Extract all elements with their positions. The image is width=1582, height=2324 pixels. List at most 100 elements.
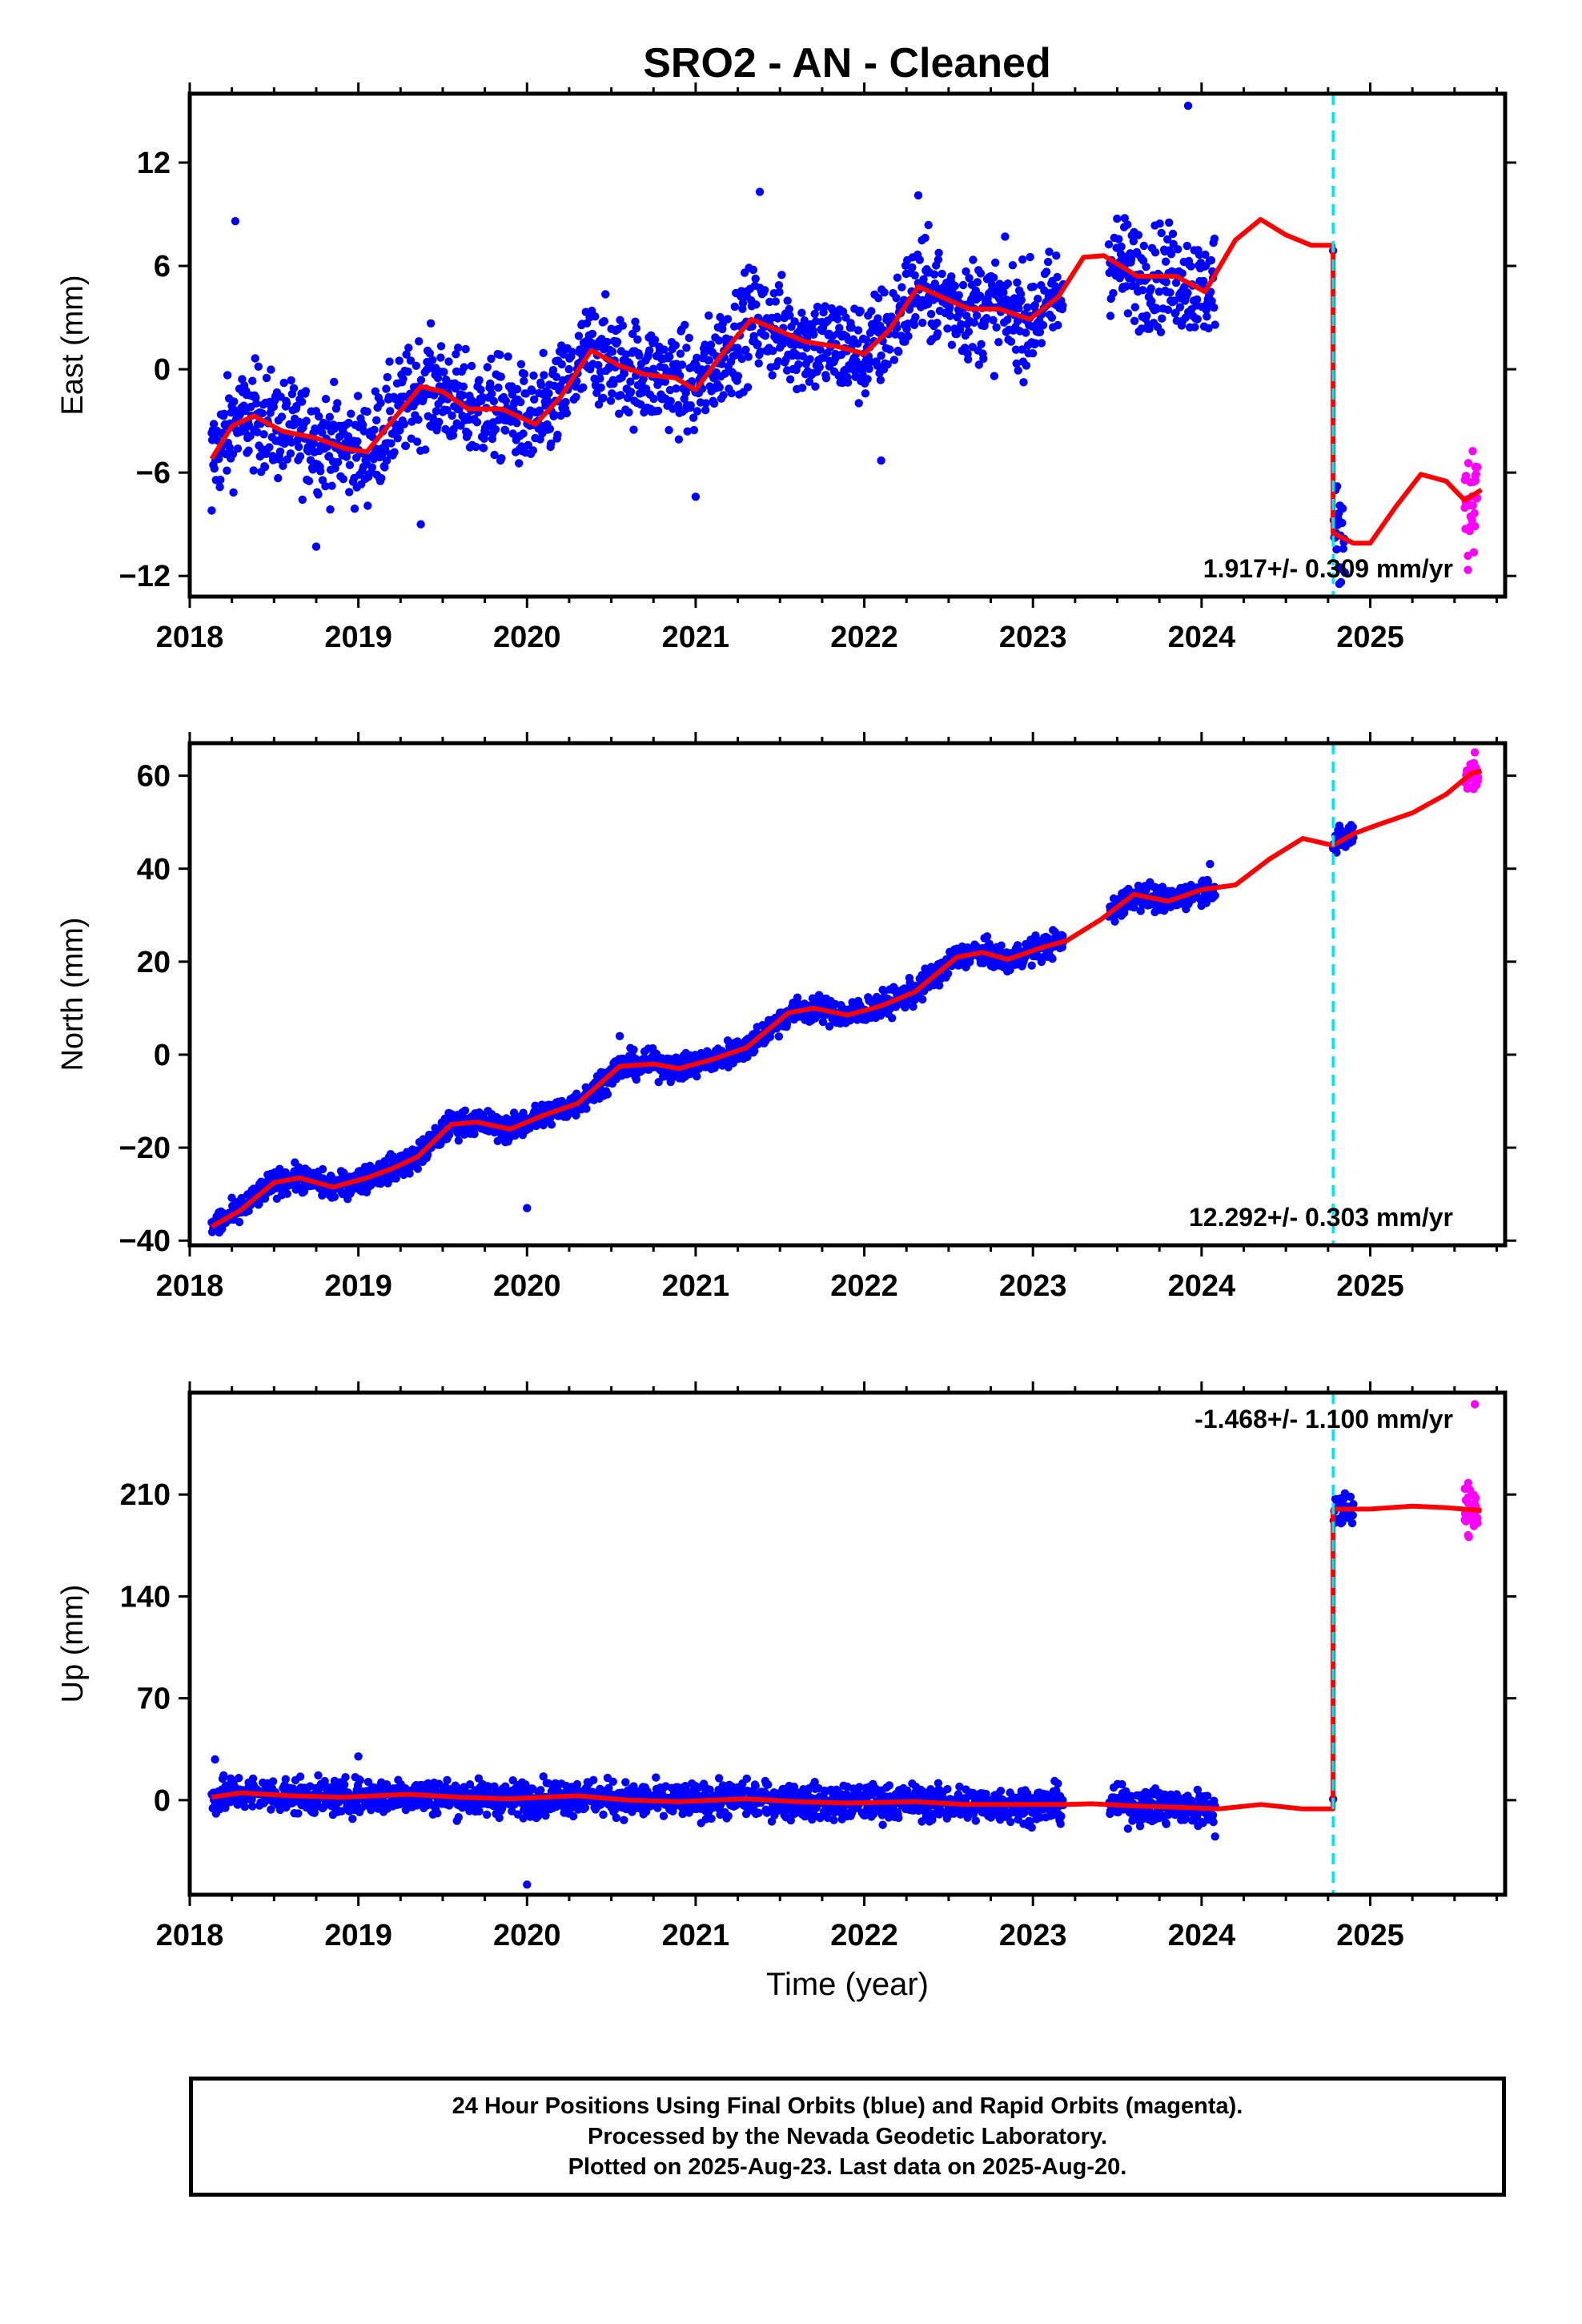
final-orbit-point <box>635 351 644 360</box>
final-orbit-point <box>1122 282 1131 291</box>
final-orbit-point <box>299 1187 309 1196</box>
final-orbit-point <box>933 319 942 328</box>
final-orbit-point <box>1058 301 1067 310</box>
panel-east: 2018 2019 2020 2021 2022 2023 2024 2025−12−6061… <box>56 82 1516 654</box>
final-orbit-point <box>443 406 452 415</box>
final-orbit-point <box>216 475 225 485</box>
final-orbit-point <box>714 336 724 345</box>
final-orbit-point <box>412 437 422 446</box>
final-orbit-point <box>909 1002 917 1011</box>
final-orbit-point <box>973 278 982 287</box>
final-orbit-point <box>1158 314 1166 323</box>
final-orbit-point <box>930 279 940 288</box>
final-orbit-point <box>1339 544 1348 553</box>
final-orbit-point <box>604 363 614 372</box>
outlier-point <box>416 520 425 529</box>
final-orbit-point <box>777 271 786 279</box>
final-orbit-point <box>279 461 287 470</box>
final-orbit-point <box>609 380 618 388</box>
final-orbit-point <box>1163 235 1172 244</box>
final-orbit-point <box>413 1164 422 1173</box>
final-orbit-point <box>372 416 381 424</box>
final-orbit-point <box>412 361 420 370</box>
final-orbit-point <box>599 1810 608 1819</box>
final-orbit-point <box>440 368 448 376</box>
final-orbit-point <box>377 474 386 483</box>
final-orbit-point <box>1018 255 1027 264</box>
final-orbit-point <box>785 375 795 384</box>
final-orbit-point <box>969 255 978 264</box>
x-tick-label: 2018 <box>156 621 224 654</box>
final-orbit-point <box>1332 545 1341 554</box>
final-orbit-point <box>362 452 371 461</box>
final-orbit-point <box>958 280 968 290</box>
model-curve <box>210 768 1483 1229</box>
y-tick-label: 20 <box>137 946 171 979</box>
final-orbit-point <box>547 439 556 448</box>
final-orbit-point <box>1014 366 1022 375</box>
final-orbit-point <box>274 473 283 483</box>
final-orbit-point <box>790 317 799 326</box>
final-orbit-point <box>345 488 354 497</box>
final-orbit-point <box>974 360 984 369</box>
final-orbit-point <box>1023 303 1032 312</box>
final-orbit-point <box>483 363 492 372</box>
final-orbit-point <box>539 348 548 357</box>
final-orbit-point <box>1017 296 1026 304</box>
final-orbit-point <box>693 1072 701 1081</box>
final-orbit-point <box>295 1772 305 1781</box>
final-orbit-point <box>295 452 305 460</box>
final-orbit-point <box>246 432 255 440</box>
final-orbit-point <box>529 371 538 380</box>
final-orbit-point <box>325 412 334 421</box>
final-orbit-point <box>1026 252 1034 262</box>
final-orbit-point <box>504 352 512 361</box>
x-tick-label: 2023 <box>999 621 1067 654</box>
final-orbit-point <box>268 1777 278 1786</box>
final-orbit-point <box>400 420 408 428</box>
final-orbit-point <box>754 1808 763 1817</box>
final-orbit-point <box>719 391 728 400</box>
final-orbit-point <box>251 354 259 363</box>
final-orbit-point <box>262 373 271 383</box>
velocity-label: 1.917+/- 0.309 mm/yr <box>1203 554 1453 583</box>
final-orbit-point <box>337 1807 346 1815</box>
final-orbit-point <box>544 389 553 398</box>
final-orbit-point <box>1011 345 1021 354</box>
final-orbit-point <box>316 467 325 476</box>
final-orbit-point <box>748 322 757 331</box>
final-orbit-point <box>255 1200 263 1208</box>
rapid-orbit-point <box>1464 459 1473 468</box>
final-orbit-point <box>294 1809 303 1818</box>
final-orbit-point <box>674 435 684 444</box>
final-orbit-point <box>1113 214 1122 223</box>
final-orbit-point <box>1008 261 1018 270</box>
final-orbit-point <box>1042 267 1051 276</box>
final-orbit-point <box>1174 245 1182 254</box>
final-orbit-point <box>281 1775 290 1783</box>
final-orbit-point <box>705 311 713 320</box>
final-orbit-point <box>275 447 285 456</box>
final-orbit-point <box>1157 228 1166 238</box>
final-orbit-point <box>934 329 942 338</box>
final-orbit-point <box>774 1032 784 1041</box>
final-orbit-point <box>1146 284 1155 293</box>
final-orbit-point <box>976 269 986 278</box>
final-orbit-point <box>1165 218 1174 227</box>
final-orbit-point <box>568 348 576 356</box>
final-orbit-point <box>219 409 229 418</box>
outlier-point <box>1183 101 1193 111</box>
final-orbit-point <box>415 337 424 346</box>
rapid-orbit-point <box>1460 503 1469 513</box>
final-orbit-point <box>491 425 500 434</box>
final-orbit-point <box>785 311 794 320</box>
final-orbit-point <box>1123 220 1132 229</box>
final-orbit-point <box>321 482 330 491</box>
final-orbit-point <box>992 323 1001 332</box>
final-orbit-point <box>371 387 379 396</box>
final-orbit-point <box>1163 305 1173 314</box>
final-orbit-point <box>659 1811 669 1820</box>
final-orbit-point <box>742 1774 751 1783</box>
final-orbit-point <box>631 317 640 326</box>
y-tick-label: −12 <box>119 560 171 593</box>
